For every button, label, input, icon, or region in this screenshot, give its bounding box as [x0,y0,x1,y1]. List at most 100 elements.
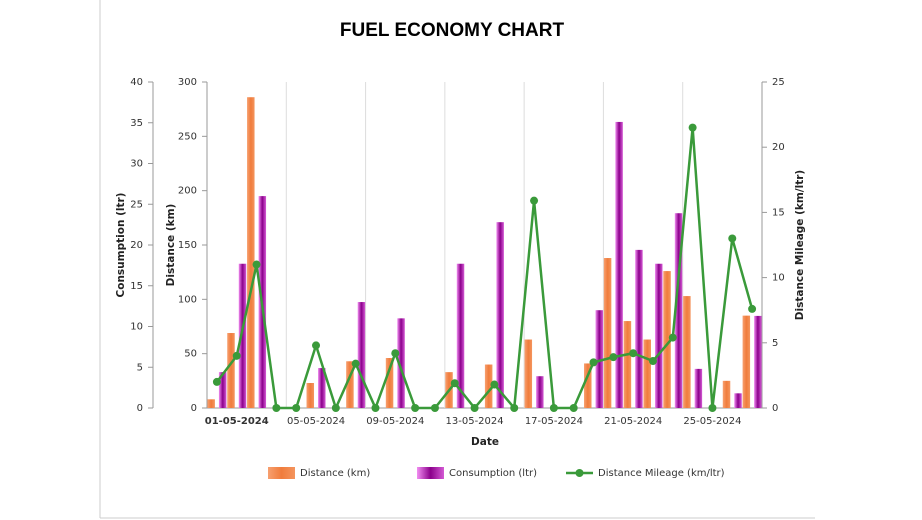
bar [754,315,762,408]
tick-label: 40 [130,77,143,88]
bar [623,321,632,408]
tick-label: 10 [772,273,785,284]
legend-label: Consumption (ltr) [449,468,537,479]
point [212,377,221,386]
point [648,357,657,366]
x-tick-label: 17-05-2024 [525,416,583,427]
point [331,404,340,412]
bar [595,310,604,408]
point [430,404,439,412]
bar [456,263,465,408]
tick-label: 200 [178,186,197,197]
bar [683,296,691,408]
bar [643,339,651,408]
bar [238,263,247,408]
x-tick-label: 01-05-2024 [205,416,269,427]
point [668,333,677,342]
bar [357,302,366,408]
line [215,127,754,412]
bar [227,333,235,408]
y-axis-title: Distance (km) [165,204,177,287]
bar [722,380,731,408]
tick-label: 0 [772,403,778,414]
chart-title: FUEL ECONOMY CHART [340,20,565,41]
tick-label: 5 [772,338,778,349]
tick-label: 20 [130,240,143,251]
legend-swatch [268,467,295,479]
tick-label: 30 [130,159,143,170]
tick-label: 35 [130,118,143,129]
tick-label: 100 [178,294,197,305]
bar [635,249,643,408]
bar [207,399,215,408]
legend-swatch [417,467,444,479]
bar [674,213,683,408]
tick-label: 20 [772,142,785,153]
point [530,196,539,205]
bar [496,222,504,408]
point [748,304,757,313]
point [708,404,717,412]
x-tick-label: 13-05-2024 [446,416,504,427]
point [510,404,519,412]
point [490,380,499,389]
point [232,351,241,360]
point [272,404,281,412]
point [391,349,400,358]
tick-label: 25 [130,199,143,210]
point [450,379,459,388]
tick-label: 0 [137,403,143,414]
tick-label: 10 [130,322,143,333]
point [629,349,638,358]
bar [484,364,493,408]
tick-label: 15 [130,281,143,292]
point [312,341,321,350]
bar [318,368,326,408]
bar [584,363,592,408]
tick-label: 25 [772,77,785,88]
point [688,123,697,132]
tick-label: 50 [184,349,197,360]
bar [397,318,405,408]
bar [346,361,354,408]
point [470,404,479,412]
point [609,353,618,362]
point [569,404,578,412]
bar [734,393,742,408]
x-tick-label: 25-05-2024 [683,416,741,427]
point [252,260,261,269]
bar [218,372,227,408]
point [411,404,420,412]
point [728,234,737,243]
point [589,358,598,367]
legend-label: Distance Mileage (km/ltr) [598,468,725,479]
y2-axis-title: Distance Mileage (km/ltr) [794,170,806,320]
x-tick-label: 21-05-2024 [604,416,662,427]
bar [694,368,703,408]
tick-label: 15 [772,207,785,218]
point [292,404,301,412]
tick-label: 5 [137,362,143,373]
bar [742,315,751,408]
bar [306,383,315,408]
tick-label: 300 [178,77,197,88]
tick-label: 250 [178,131,197,142]
legend-swatch [575,469,584,477]
point [371,404,380,412]
legend-label: Distance (km) [300,468,370,479]
bar [385,358,394,408]
bar [247,97,255,409]
bar [654,263,663,408]
y3-axis-title: Consumption (ltr) [115,193,127,298]
x-tick-label: 05-05-2024 [287,416,345,427]
bar [524,339,533,408]
tick-label: 0 [191,403,197,414]
point [351,359,360,368]
bar [663,271,671,408]
bar [615,121,623,408]
bar [603,258,612,408]
x-axis-title: Date [471,436,499,448]
bar [536,376,544,408]
point [549,404,558,412]
